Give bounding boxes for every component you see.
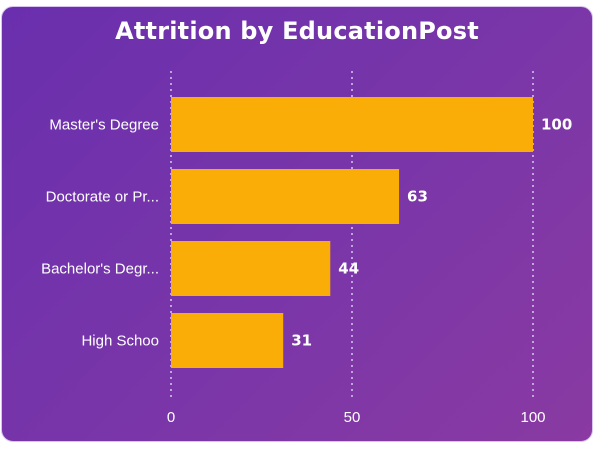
bar-1 bbox=[171, 169, 399, 224]
value-label-1: 63 bbox=[407, 188, 428, 206]
value-label-2: 44 bbox=[338, 260, 359, 278]
bar-chart: 0 50 100 Master's Degree 100 Doctorate or Pr.… bbox=[2, 7, 593, 442]
bar-3 bbox=[171, 313, 283, 368]
category-label-3: High Schoo bbox=[81, 333, 159, 350]
bar-0 bbox=[171, 97, 533, 152]
chart-card: Attrition by EducationPost 0 50 100 Master'… bbox=[1, 6, 593, 442]
bars bbox=[171, 97, 533, 368]
x-tick-label-0: 0 bbox=[167, 409, 175, 426]
category-label-1: Doctorate or Pr... bbox=[46, 189, 159, 206]
value-label-0: 100 bbox=[541, 116, 572, 134]
x-tick-label-1: 50 bbox=[344, 409, 361, 426]
bar-2 bbox=[171, 241, 330, 296]
value-label-3: 31 bbox=[291, 332, 312, 350]
category-label-2: Bachelor's Degr... bbox=[41, 261, 159, 278]
category-label-0: Master's Degree bbox=[49, 117, 159, 134]
x-tick-label-2: 100 bbox=[520, 409, 545, 426]
